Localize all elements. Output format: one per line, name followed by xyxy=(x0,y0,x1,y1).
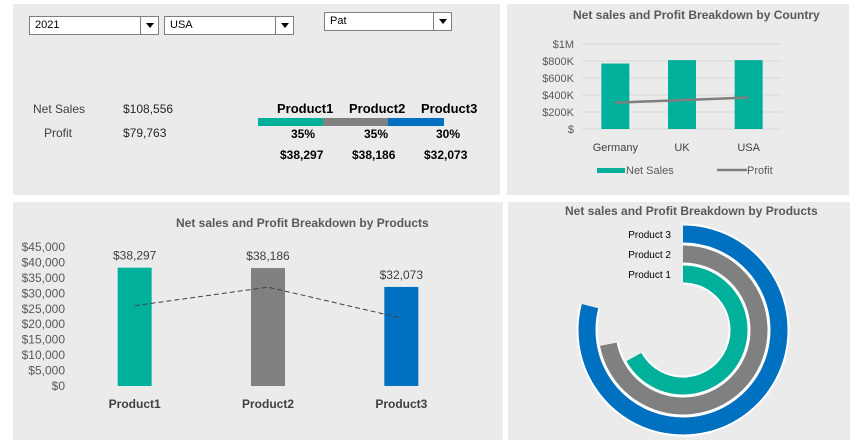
product2-share xyxy=(323,118,389,126)
products-radial-panel: Net sales and Profit Breakdown by Produc… xyxy=(508,202,850,440)
ring-label: Product 3 xyxy=(628,230,671,241)
product-bar xyxy=(251,268,285,386)
product1-name: Product1 xyxy=(277,101,334,116)
y-tick-label: $1M xyxy=(553,39,574,51)
chevron-down-icon[interactable] xyxy=(140,17,158,34)
year-dropdown[interactable]: 2021 xyxy=(29,16,159,35)
y-tick-label: $10,000 xyxy=(22,348,66,362)
legend-net-sales-label: Net Sales xyxy=(626,165,674,177)
product3-value: $32,073 xyxy=(424,148,468,162)
product1-pct: 35% xyxy=(291,127,316,141)
x-tick-label: Germany xyxy=(593,142,639,154)
x-tick-label: Product3 xyxy=(375,397,427,411)
chevron-down-icon[interactable] xyxy=(433,13,451,30)
net-sales-value: $108,556 xyxy=(123,102,174,116)
product3-share xyxy=(388,118,444,126)
profit-value: $79,763 xyxy=(123,126,167,140)
net-sales-label: Net Sales xyxy=(33,102,86,116)
salesperson-value: Pat xyxy=(330,15,347,27)
x-tick-label: Product2 xyxy=(242,397,294,411)
y-tick-label: $0 xyxy=(52,379,66,393)
bar-data-label: $38,297 xyxy=(113,249,157,263)
y-tick-label: $600K xyxy=(542,73,574,85)
net-sales-bar xyxy=(668,60,696,129)
y-tick-label: $5,000 xyxy=(28,364,65,378)
product-bar xyxy=(384,286,419,386)
ring-arc xyxy=(600,245,768,415)
legend-profit-label: Profit xyxy=(747,165,773,177)
products-bar-panel: Net sales and Profit Breakdown by Produc… xyxy=(13,202,503,440)
product-share-bar xyxy=(258,118,444,126)
products-radial-chart: Product 3 Product 2 Product 1 xyxy=(576,223,790,437)
country-chart-panel: Net sales and Profit Breakdown by Countr… xyxy=(507,4,849,195)
product2-value: $38,186 xyxy=(352,148,396,162)
product-bar xyxy=(117,267,152,386)
ring-label: Product 2 xyxy=(628,250,671,261)
country-dropdown[interactable]: USA xyxy=(164,16,294,35)
y-tick-label: $200K xyxy=(542,107,574,119)
x-tick-label: UK xyxy=(674,142,690,154)
x-tick-label: USA xyxy=(737,142,760,154)
y-tick-label: $ xyxy=(568,124,574,136)
ring-label: Product 1 xyxy=(628,270,671,281)
bar-data-label: $38,186 xyxy=(246,249,290,263)
salesperson-dropdown[interactable]: Pat xyxy=(324,12,452,31)
radial-chart-title: Net sales and Profit Breakdown by Produc… xyxy=(565,204,818,218)
products-bar-chart: $0$5,000 $10,000$15,000 $20,000$25,000 $30,… xyxy=(22,240,428,411)
ring-arc xyxy=(578,225,788,435)
year-value: 2021 xyxy=(35,19,60,31)
summary-panel: 2021 USA Pat Net Sales $108,556 Profit $… xyxy=(13,4,500,195)
y-tick-label: $20,000 xyxy=(22,317,66,331)
legend-net-sales-swatch xyxy=(597,168,625,173)
profit-label: Profit xyxy=(44,126,73,140)
product1-share xyxy=(258,118,324,126)
product3-pct: 30% xyxy=(436,127,461,141)
y-tick-label: $400K xyxy=(542,90,574,102)
product1-value: $38,297 xyxy=(280,148,324,162)
ring-arc xyxy=(626,265,748,395)
product2-pct: 35% xyxy=(364,127,389,141)
products-chart-title: Net sales and Profit Breakdown by Produc… xyxy=(176,216,429,230)
country-value: USA xyxy=(170,19,193,31)
profit-line xyxy=(615,96,749,104)
y-tick-label: $45,000 xyxy=(22,240,66,254)
net-sales-bar xyxy=(601,63,630,129)
bar-data-label: $32,073 xyxy=(380,268,424,282)
y-tick-label: $800K xyxy=(542,56,574,68)
net-sales-bar xyxy=(734,60,763,129)
y-tick-label: $25,000 xyxy=(22,302,66,316)
chevron-down-icon[interactable] xyxy=(275,17,293,34)
y-tick-label: $30,000 xyxy=(22,286,66,300)
y-tick-label: $40,000 xyxy=(22,255,66,269)
product2-name: Product2 xyxy=(349,101,406,116)
country-chart-title: Net sales and Profit Breakdown by Countr… xyxy=(573,8,820,22)
country-chart: $ $200K $400K $600K $800K $1M Germany UK USA Net … xyxy=(542,39,782,177)
trend-line xyxy=(134,286,402,319)
y-tick-label: $15,000 xyxy=(22,333,66,347)
product3-name: Product3 xyxy=(421,101,478,116)
x-tick-label: Product1 xyxy=(109,397,161,411)
y-tick-label: $35,000 xyxy=(22,271,66,285)
